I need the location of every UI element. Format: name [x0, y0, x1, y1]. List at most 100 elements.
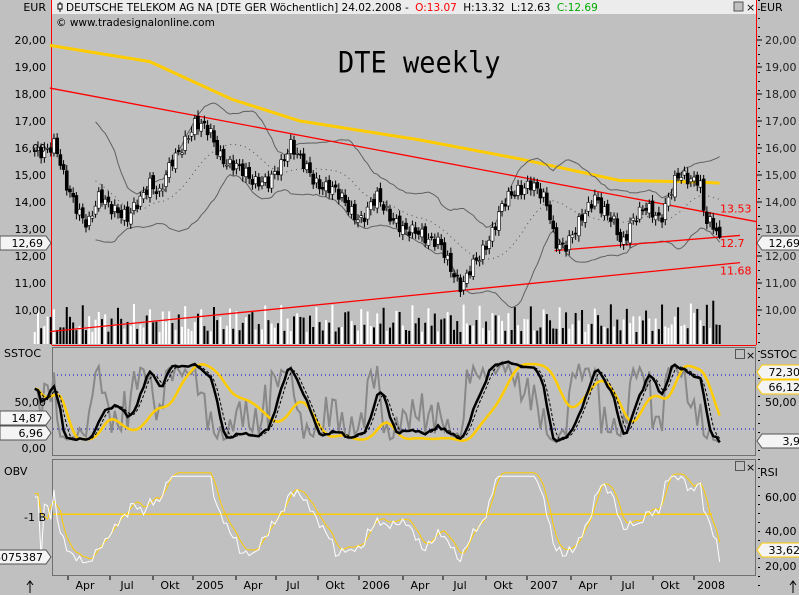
candle-body — [311, 173, 316, 185]
sstoc-tag-14-87: 14,87 — [0, 410, 52, 426]
candle-body — [362, 217, 367, 222]
close-button[interactable]: × — [746, 1, 755, 14]
candle-body — [650, 200, 655, 218]
volume-bar — [581, 310, 584, 344]
volume-bar — [219, 316, 222, 344]
candle-body — [541, 191, 546, 198]
volume-bar — [424, 322, 427, 344]
volume-bar — [94, 319, 97, 344]
price-tick-left: 18,00 — [15, 88, 47, 101]
candle-body — [452, 273, 456, 278]
volume-bar — [33, 332, 36, 344]
candle-body — [465, 272, 469, 284]
volume-bar — [587, 324, 590, 344]
candle-body — [391, 218, 396, 221]
rsi-tag-shape — [756, 542, 799, 558]
obv-rsi-panel[interactable] — [34, 459, 756, 576]
sstoc-title-left: SSTOC — [4, 347, 41, 360]
candle-body — [455, 274, 460, 277]
volume-bar — [65, 307, 68, 344]
bollinger-upper-band — [95, 102, 720, 228]
price-tick-left: 13,00 — [15, 223, 47, 236]
volume-bar — [325, 320, 328, 344]
volume-bar — [427, 308, 430, 344]
volume-bar — [613, 326, 616, 344]
main-price-panel[interactable]: 13.53 12.7 11.68 — [32, 0, 757, 346]
low-value: L:12.63 — [511, 2, 550, 14]
candle-body — [269, 173, 274, 189]
candle-body — [529, 180, 533, 191]
rsi-frame — [52, 459, 756, 576]
volume-bar — [405, 330, 408, 344]
restore-button[interactable] — [733, 1, 744, 12]
sstoc-tag-72-30: 72,30 — [756, 364, 799, 380]
volume-bar — [193, 322, 196, 344]
candle-body — [375, 190, 380, 209]
scroll-arrow-left-icon[interactable] — [26, 580, 34, 593]
volume-bar — [414, 323, 417, 344]
time-axis-label: Jul — [119, 579, 133, 592]
obv-tick: -1 B — [24, 511, 46, 524]
candle-body — [461, 281, 466, 291]
volume-bar — [536, 330, 539, 344]
volume-bar — [600, 325, 603, 344]
candle-body — [647, 203, 652, 214]
volume-bar — [270, 323, 273, 344]
rsi-restore-button[interactable] — [735, 461, 745, 471]
candle-body — [224, 164, 229, 167]
candle-body — [87, 216, 91, 226]
candle-body — [237, 164, 242, 166]
volume-bar — [712, 300, 715, 344]
candle-body — [436, 236, 440, 245]
volume-bar — [693, 312, 696, 344]
volume-bar — [260, 329, 263, 344]
candle-body — [122, 209, 127, 221]
candle-body — [333, 184, 338, 188]
candle-body — [167, 162, 171, 178]
candle-body — [657, 212, 661, 216]
volume-bar — [46, 316, 49, 344]
obv-tag-text: 8075387 — [0, 551, 43, 564]
price-tick-left: 20,00 — [15, 34, 47, 47]
volume-bar — [228, 308, 231, 344]
candle-body — [468, 271, 472, 276]
sstoc-restore-button[interactable] — [735, 349, 745, 359]
price-tick-left: 11,00 — [15, 277, 47, 290]
candle-body — [410, 224, 415, 234]
sstoc-close-button[interactable]: × — [746, 349, 755, 362]
rsi-close-button[interactable]: × — [746, 461, 755, 474]
volume-bar — [334, 331, 337, 344]
high-value: H:13.32 — [463, 2, 505, 14]
value-tags: 12,69 12,69 14,87 6,96 72,30 66,12 3,9 8075387 3… — [0, 235, 799, 565]
candle-body — [208, 128, 213, 134]
volume-bar — [148, 309, 151, 344]
volume-bar — [449, 315, 452, 344]
candle-body — [148, 177, 152, 198]
volume-bar — [331, 304, 334, 344]
volume-bar — [174, 329, 177, 344]
last-price-tag-right-shape — [756, 235, 799, 251]
volume-bar — [440, 319, 443, 344]
scroll-arrow-right-icon[interactable] — [789, 580, 797, 593]
volume-bar — [91, 331, 94, 344]
candle-body — [186, 138, 191, 140]
price-tick-right: 12,00 — [765, 250, 797, 263]
volume-bar — [366, 311, 369, 344]
candle-body — [596, 197, 600, 201]
volume-bar — [264, 305, 267, 344]
sstoc-panel[interactable] — [34, 347, 756, 456]
candle-body — [301, 153, 306, 169]
volume-bar — [629, 322, 632, 344]
candle-body — [176, 150, 181, 153]
candle-body — [356, 219, 360, 223]
candle-body — [388, 208, 392, 222]
price-tick-left: 17,00 — [15, 115, 47, 128]
candle-body — [567, 235, 572, 250]
price-tick-left: 14,00 — [15, 196, 47, 209]
candle-body — [340, 192, 344, 198]
header-bar — [52, 0, 756, 14]
volume-bar — [401, 325, 404, 344]
price-tick-right: 15,00 — [765, 169, 797, 182]
candle-body — [653, 215, 658, 221]
